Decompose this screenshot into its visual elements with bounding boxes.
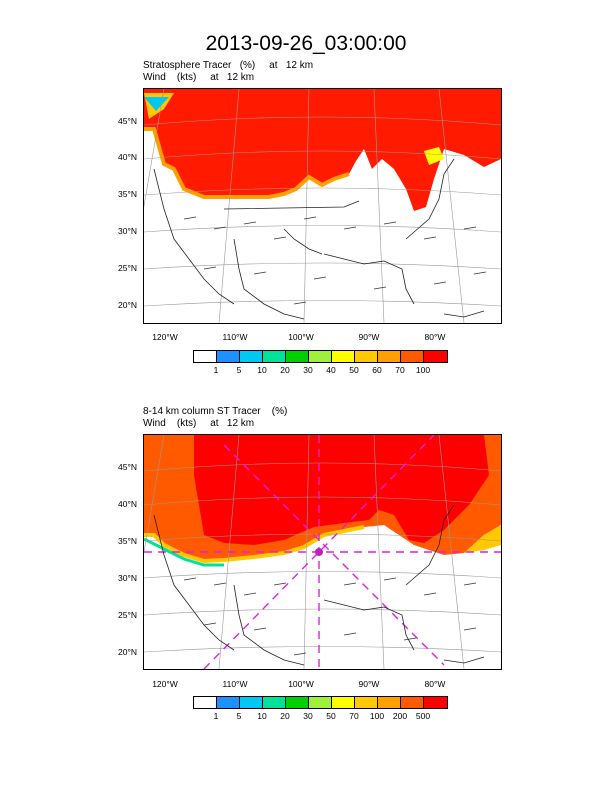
panel1-map-svg — [144, 89, 501, 323]
panel2-lat-45: 45°N — [118, 462, 137, 472]
panel1-lat-45: 45°N — [118, 116, 137, 126]
panel1-lat-25: 25°N — [118, 263, 137, 273]
panel1-lat-20: 20°N — [118, 300, 137, 310]
panel1-lon-120: 120°W — [152, 332, 178, 342]
panel2-map-svg — [144, 435, 501, 669]
panel1-colorbar-swatch — [424, 351, 447, 362]
panel1-colorbar-label: 50 — [349, 365, 359, 375]
panel2-tracer-edge-3 — [464, 525, 501, 553]
panel1-colorbar-swatch — [355, 351, 378, 362]
panel2-colorbar-swatch — [194, 697, 217, 708]
panel1-lon-100: 100°W — [288, 332, 314, 342]
panel1-lat-35: 35°N — [118, 189, 137, 199]
panel2-lon-100: 100°W — [288, 679, 314, 689]
panel1-colorbar-swatch — [378, 351, 401, 362]
panel2-lon-90: 90°W — [358, 679, 380, 689]
panel2-map — [143, 434, 502, 670]
panel2-colorbar-label: 10 — [257, 711, 267, 721]
panel2-lat-40: 40°N — [118, 499, 137, 509]
panel2-colorbar-label: 100 — [369, 711, 385, 721]
panel1-colorbar-swatch — [309, 351, 332, 362]
panel1-colorbar-label: 70 — [395, 365, 405, 375]
panel1-tracer-fill — [144, 89, 501, 211]
panel2-subtitle-2: Wind (kts) at 12 km — [143, 418, 255, 429]
panel1-colorbar-swatch — [263, 351, 286, 362]
panel1-colorbar-label: 60 — [372, 365, 382, 375]
panel2-colorbar-swatch — [378, 697, 401, 708]
panel2-colorbar-label: 500 — [415, 711, 431, 721]
panel2-colorbar-swatch — [355, 697, 378, 708]
panel1-coastlines — [153, 158, 485, 320]
panel2-colorbar-swatch — [309, 697, 332, 708]
panel1-subtitle-2: Wind (kts) at 12 km — [143, 72, 255, 83]
panel2-colorbar-label: 70 — [349, 711, 359, 721]
panel2-colorbar — [193, 696, 448, 709]
panel1-lat-30: 30°N — [118, 226, 137, 236]
panel1-subtitle-1: Stratosphere Tracer (%) at 12 km — [143, 60, 314, 71]
panel2-colorbar-label: 30 — [303, 711, 313, 721]
panel1-colorbar-label: 40 — [326, 365, 336, 375]
panel2-tracer-red — [194, 435, 489, 545]
panel1-colorbar-label: 100 — [415, 365, 431, 375]
panel2-colorbar-label: 200 — [392, 711, 408, 721]
panel2-colorbar-label: 50 — [326, 711, 336, 721]
panel1-lon-80: 80°W — [424, 332, 446, 342]
panel2-lat-30: 30°N — [118, 573, 137, 583]
panel2-colorbar-label: 5 — [236, 711, 242, 721]
panel1-colorbar-label: 10 — [257, 365, 267, 375]
panel1-colorbar-swatch — [194, 351, 217, 362]
panel1-map — [143, 88, 502, 324]
panel2-colorbar-swatch — [424, 697, 447, 708]
panel2-tracer-edge-2 — [144, 537, 224, 567]
panel2-colorbar-swatch — [286, 697, 309, 708]
panel1-colorbar-label: 30 — [303, 365, 313, 375]
panel1-tracer-edge — [144, 127, 350, 199]
panel1-lon-110: 110°W — [222, 332, 248, 342]
panel2-colorbar-swatch — [217, 697, 240, 708]
panel2-lon-110: 110°W — [222, 679, 248, 689]
panel1-colorbar-label: 1 — [213, 365, 219, 375]
panel2-center-marker — [315, 548, 323, 556]
panel1-lat-40: 40°N — [118, 152, 137, 162]
panel2-lon-80: 80°W — [424, 679, 446, 689]
panel2-graticule — [144, 435, 501, 669]
panel2-lat-35: 35°N — [118, 536, 137, 546]
panel2-lon-120: 120°W — [152, 679, 178, 689]
panel2-colorbar-swatch — [401, 697, 424, 708]
panel1-lon-90: 90°W — [358, 332, 380, 342]
panel2-colorbar-label: 1 — [213, 711, 219, 721]
panel1-wind-barbs — [183, 216, 487, 305]
panel2-colorbar-swatch — [240, 697, 263, 708]
panel1-colorbar-label: 5 — [236, 365, 242, 375]
panel2-lat-25: 25°N — [118, 610, 137, 620]
page-title: 2013-09-26_03:00:00 — [205, 32, 407, 55]
panel2-colorbar-label: 20 — [280, 711, 290, 721]
panel1-colorbar-swatch — [217, 351, 240, 362]
panel2-subtitle-1: 8-14 km column ST Tracer (%) — [143, 406, 288, 417]
panel2-colorbar-swatch — [332, 697, 355, 708]
panel2-colorbar-swatch — [263, 697, 286, 708]
panel1-colorbar-swatch — [286, 351, 309, 362]
panel1-colorbar-swatch — [240, 351, 263, 362]
panel1-colorbar — [193, 350, 448, 363]
panel1-colorbar-swatch — [332, 351, 355, 362]
panel2-tracer-edge — [144, 525, 365, 564]
panel2-lat-20: 20°N — [118, 647, 137, 657]
panel1-tracer-edge-3 — [144, 97, 169, 111]
panel2-coastlines — [153, 504, 485, 666]
panel1-colorbar-label: 20 — [280, 365, 290, 375]
panel1-graticule — [144, 89, 501, 323]
panel1-colorbar-swatch — [401, 351, 424, 362]
panel2-wind-barbs — [183, 577, 477, 656]
panel1-tracer-edge-4 — [424, 147, 444, 165]
